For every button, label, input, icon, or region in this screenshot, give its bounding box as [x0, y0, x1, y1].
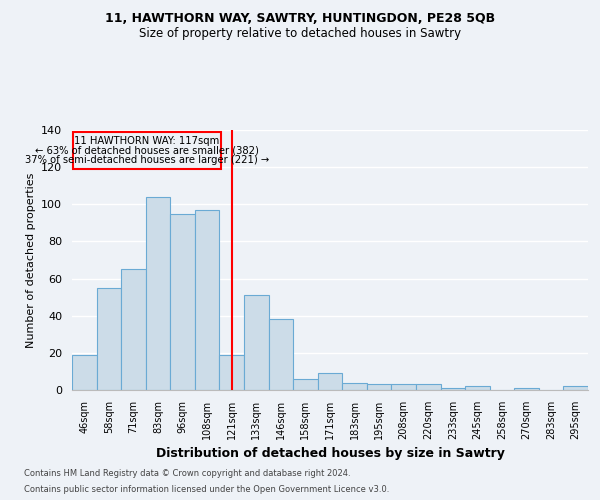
Bar [269, 320, 293, 390]
Bar [318, 374, 342, 390]
Bar [146, 197, 170, 390]
FancyBboxPatch shape [73, 132, 221, 169]
Text: 37% of semi-detached houses are larger (221) →: 37% of semi-detached houses are larger (… [25, 155, 269, 165]
Text: Contains HM Land Registry data © Crown copyright and database right 2024.: Contains HM Land Registry data © Crown c… [24, 468, 350, 477]
Text: 11 HAWTHORN WAY: 117sqm: 11 HAWTHORN WAY: 117sqm [74, 136, 220, 146]
Bar [465, 386, 490, 390]
X-axis label: Distribution of detached houses by size in Sawtry: Distribution of detached houses by size … [155, 448, 505, 460]
Y-axis label: Number of detached properties: Number of detached properties [26, 172, 35, 348]
Bar [391, 384, 416, 390]
Bar [514, 388, 539, 390]
Bar [440, 388, 465, 390]
Bar [563, 386, 588, 390]
Text: Contains public sector information licensed under the Open Government Licence v3: Contains public sector information licen… [24, 485, 389, 494]
Bar [72, 354, 97, 390]
Bar [293, 379, 318, 390]
Bar [220, 354, 244, 390]
Bar [244, 296, 269, 390]
Text: 11, HAWTHORN WAY, SAWTRY, HUNTINGDON, PE28 5QB: 11, HAWTHORN WAY, SAWTRY, HUNTINGDON, PE… [105, 12, 495, 26]
Bar [416, 384, 440, 390]
Bar [170, 214, 195, 390]
Bar [367, 384, 391, 390]
Bar [97, 288, 121, 390]
Bar [195, 210, 220, 390]
Text: Size of property relative to detached houses in Sawtry: Size of property relative to detached ho… [139, 28, 461, 40]
Bar [342, 382, 367, 390]
Text: ← 63% of detached houses are smaller (382): ← 63% of detached houses are smaller (38… [35, 146, 259, 156]
Bar [121, 270, 146, 390]
